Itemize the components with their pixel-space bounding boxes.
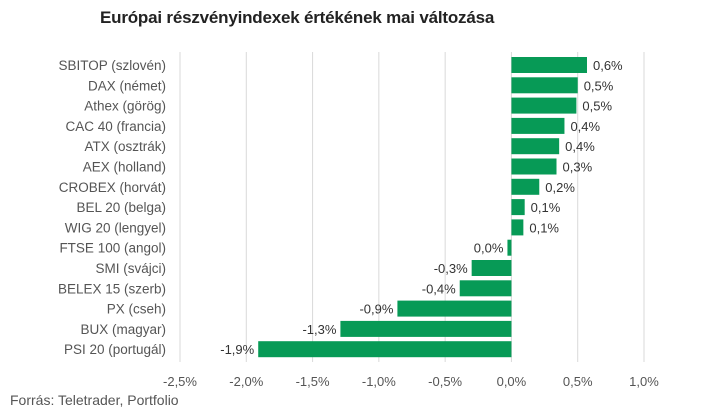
category-label: SBITOP (szlovén) — [58, 58, 166, 73]
value-label: 0,4% — [570, 119, 600, 134]
value-label: 0,3% — [563, 160, 593, 175]
value-label: 0,5% — [582, 99, 612, 114]
value-label: -1,9% — [220, 342, 254, 357]
category-label: CAC 40 (francia) — [65, 119, 166, 134]
value-label: 0,5% — [584, 78, 614, 93]
bar — [511, 77, 578, 94]
value-label: 0,0% — [474, 241, 504, 256]
bar — [340, 320, 512, 337]
x-tick-label: -1,5% — [296, 374, 330, 389]
category-label: PSI 20 (portugál) — [64, 342, 166, 357]
bar — [511, 158, 557, 175]
value-label: -0,3% — [434, 261, 468, 276]
bars — [258, 57, 587, 358]
category-label: BUX (magyar) — [80, 322, 166, 337]
bar — [397, 300, 512, 317]
category-label: ATX (osztrák) — [84, 139, 166, 154]
category-label: Athex (görög) — [84, 99, 166, 114]
bar — [511, 178, 540, 195]
x-tick-label: -0,5% — [428, 374, 462, 389]
value-label: 0,1% — [529, 220, 559, 235]
category-label: PX (cseh) — [107, 302, 166, 317]
bar — [511, 117, 565, 134]
bar — [258, 341, 512, 358]
x-tick-label: 1,0% — [629, 374, 659, 389]
category-label: WIG 20 (lengyel) — [65, 220, 166, 235]
x-axis-ticks: -2,5% -2,0% -1,5% -1,0% -0,5% 0,0% 0,5% 1,0% — [163, 374, 659, 389]
x-tick-label: -2,5% — [163, 374, 197, 389]
value-label: 0,1% — [531, 200, 561, 215]
bar — [511, 199, 525, 216]
category-label: DAX (német) — [88, 78, 166, 93]
value-label: 0,4% — [565, 139, 595, 154]
category-label: CROBEX (horvát) — [59, 180, 166, 195]
category-label: BELEX 15 (szerb) — [58, 281, 166, 296]
value-label: 0,2% — [545, 180, 575, 195]
category-label: AEX (holland) — [83, 160, 166, 175]
category-label: BEL 20 (belga) — [76, 200, 166, 215]
category-label: FTSE 100 (angol) — [59, 241, 166, 256]
bar — [507, 239, 512, 256]
value-label: -0,4% — [422, 281, 456, 296]
bar — [511, 97, 577, 114]
bar — [511, 219, 524, 236]
value-label: 0,6% — [593, 58, 623, 73]
bar — [471, 260, 512, 276]
category-labels: SBITOP (szlovén) DAX (német) Athex (görög)… — [58, 58, 166, 357]
bar — [459, 280, 512, 297]
bar — [511, 138, 560, 155]
x-tick-label: 0,5% — [563, 374, 593, 389]
bar — [511, 57, 587, 73]
value-labels: 0,6% 0,5% 0,5% 0,4% 0,4% 0,3% 0,2% 0,1% 0,1% 0,0%… — [220, 58, 623, 357]
x-tick-label: 0,0% — [497, 374, 527, 389]
source-note: Forrás: Teletrader, Portfolio — [10, 392, 179, 408]
gridlines — [179, 52, 645, 362]
x-tick-label: -1,0% — [362, 374, 396, 389]
value-label: -0,9% — [359, 302, 393, 317]
value-label: -1,3% — [302, 322, 336, 337]
category-label: SMI (svájci) — [96, 261, 167, 276]
chart-title: Európai részvényindexek értékének mai vá… — [100, 8, 495, 27]
x-tick-label: -2,0% — [229, 374, 263, 389]
